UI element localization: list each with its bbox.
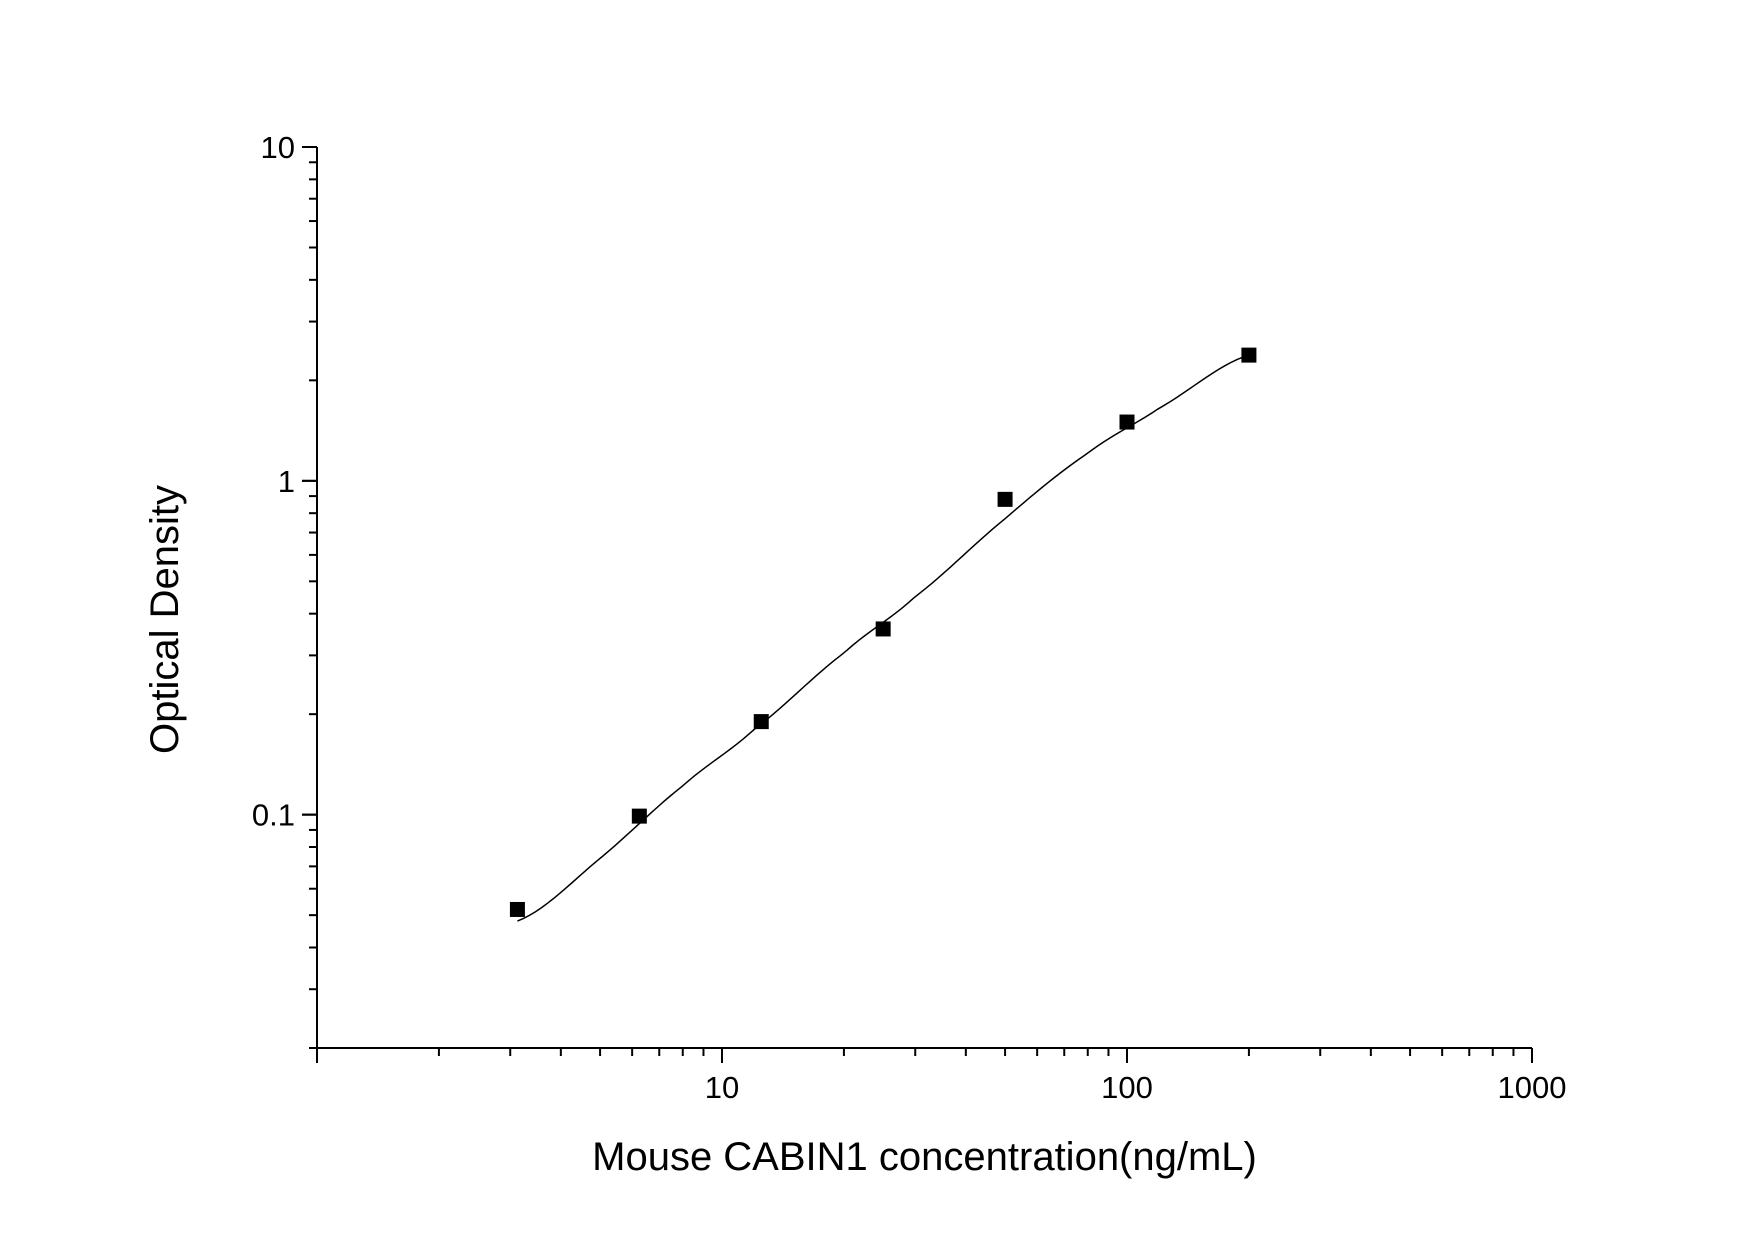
x-axis-title: Mouse CABIN1 concentration(ng/mL) xyxy=(592,1135,1257,1179)
x-tick-label: 10 xyxy=(705,1070,739,1105)
tick-labels: 10 100 1000 0.1 1 10 xyxy=(252,130,1567,1105)
data-point xyxy=(875,621,891,637)
x-tick-label: 1000 xyxy=(1498,1070,1567,1105)
y-axis-title: Optical Density xyxy=(143,485,187,754)
data-point xyxy=(1241,347,1257,363)
fit-curve-layer xyxy=(517,354,1250,922)
data-points xyxy=(509,347,1257,917)
y-tick-label: 0.1 xyxy=(252,798,295,833)
data-point xyxy=(753,714,769,730)
y-tick-label: 10 xyxy=(261,130,295,165)
x-tick-label: 100 xyxy=(1101,1070,1153,1105)
fit-curve xyxy=(517,354,1250,922)
data-point xyxy=(631,808,647,824)
ticks xyxy=(302,146,1533,1063)
data-point xyxy=(997,491,1013,507)
y-tick-label: 1 xyxy=(278,464,295,499)
data-point xyxy=(509,901,525,917)
axes xyxy=(316,147,1532,1049)
data-point xyxy=(1119,414,1135,430)
